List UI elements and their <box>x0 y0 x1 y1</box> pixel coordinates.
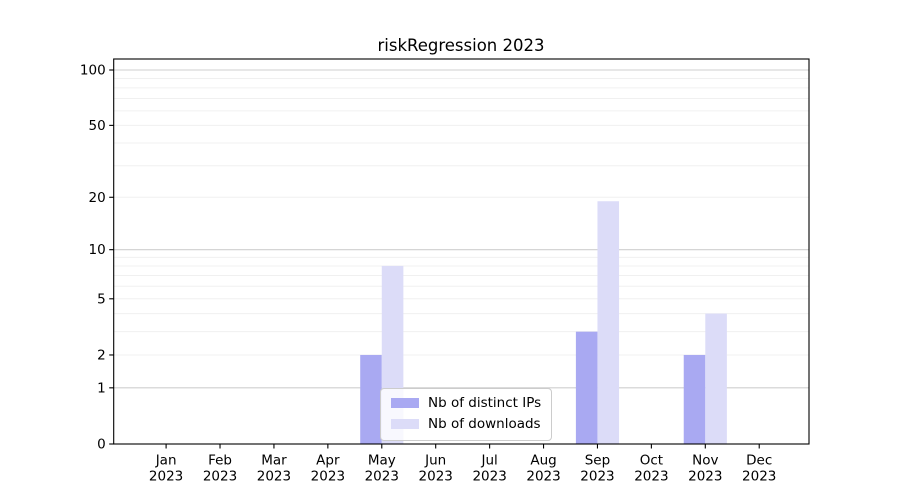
svg-text:100: 100 <box>80 63 106 79</box>
legend: Nb of distinct IPs Nb of downloads <box>380 388 553 441</box>
svg-text:2023: 2023 <box>149 469 183 485</box>
svg-text:Jul: Jul <box>480 453 497 469</box>
svg-text:Sep: Sep <box>585 453 610 469</box>
legend-swatch-downloads <box>391 419 419 430</box>
svg-text:Mar: Mar <box>261 453 287 469</box>
svg-text:Nov: Nov <box>692 453 718 469</box>
svg-text:2023: 2023 <box>419 469 453 485</box>
svg-text:Aug: Aug <box>530 453 556 469</box>
svg-text:0: 0 <box>97 437 106 453</box>
svg-text:2: 2 <box>97 347 106 363</box>
legend-item-distinct-ips: Nb of distinct IPs <box>391 395 541 412</box>
svg-text:1: 1 <box>97 380 106 396</box>
chart-title: riskRegression 2023 <box>377 36 545 55</box>
svg-text:2023: 2023 <box>257 469 291 485</box>
svg-text:50: 50 <box>89 118 106 134</box>
svg-text:Jan: Jan <box>155 453 177 469</box>
svg-text:2023: 2023 <box>580 469 614 485</box>
svg-text:2023: 2023 <box>203 469 237 485</box>
svg-text:Apr: Apr <box>316 453 340 469</box>
svg-text:2023: 2023 <box>742 469 776 485</box>
svg-text:Jun: Jun <box>424 453 446 469</box>
svg-text:Feb: Feb <box>208 453 232 469</box>
svg-text:2023: 2023 <box>634 469 668 485</box>
svg-text:Oct: Oct <box>640 453 663 469</box>
svg-text:5: 5 <box>97 291 106 307</box>
legend-swatch-distinct-ips <box>391 398 419 409</box>
legend-label-downloads: Nb of downloads <box>428 415 541 432</box>
svg-text:May: May <box>368 453 396 469</box>
svg-text:10: 10 <box>89 242 106 258</box>
svg-text:2023: 2023 <box>365 469 399 485</box>
svg-text:2023: 2023 <box>472 469 506 485</box>
svg-text:2023: 2023 <box>311 469 345 485</box>
svg-text:2023: 2023 <box>688 469 722 485</box>
svg-text:2023: 2023 <box>526 469 560 485</box>
legend-label-distinct-ips: Nb of distinct IPs <box>428 395 542 411</box>
svg-text:20: 20 <box>89 190 106 206</box>
legend-item-downloads: Nb of downloads <box>391 416 541 433</box>
svg-text:Dec: Dec <box>746 453 772 469</box>
